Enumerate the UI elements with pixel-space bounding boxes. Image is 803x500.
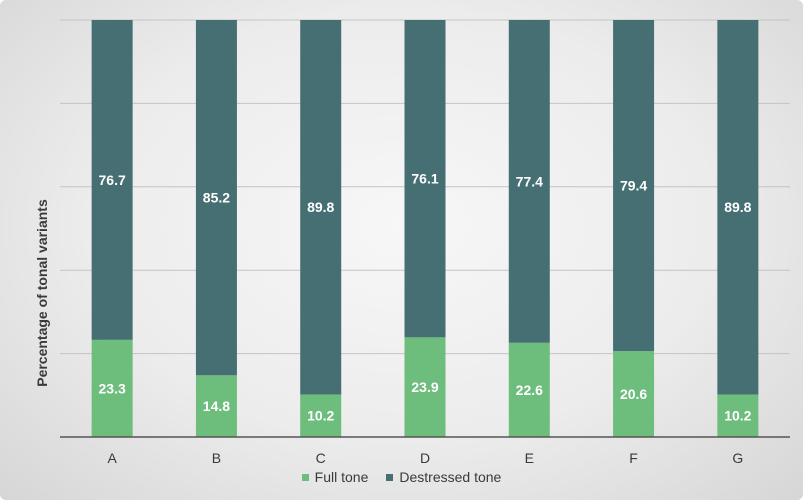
legend-label: Full tone	[314, 469, 369, 485]
bar-D-full-tone	[404, 337, 446, 437]
data-label: 20.6	[620, 386, 647, 402]
data-label: 14.8	[203, 398, 230, 414]
bar-F-full-tone	[613, 351, 655, 437]
legend-item-destressed-tone: Destressed tone	[386, 469, 501, 485]
data-label: 10.2	[724, 408, 751, 424]
x-tick-label: D	[420, 450, 430, 466]
bar-A-full-tone	[91, 339, 133, 437]
data-label: 10.2	[307, 408, 334, 424]
data-label: 79.4	[620, 178, 647, 194]
legend-label: Destressed tone	[399, 469, 502, 485]
x-tick-label: E	[525, 450, 534, 466]
y-axis-label: Percentage of tonal variants	[34, 199, 50, 387]
legend-swatch	[301, 473, 309, 481]
bar-E-destressed-tone	[508, 20, 550, 343]
data-label: 89.8	[307, 199, 334, 215]
bar-G-full-tone	[717, 394, 759, 437]
x-tick-label: G	[732, 450, 743, 466]
bar-B-destressed-tone	[195, 20, 237, 376]
bar-F-destressed-tone	[613, 20, 655, 352]
bar-E-full-tone	[508, 342, 550, 437]
bar-D-destressed-tone	[404, 20, 446, 338]
data-label: 23.9	[411, 379, 438, 395]
x-tick-label: B	[212, 450, 221, 466]
bar-G-destressed-tone	[717, 20, 759, 395]
data-label: 76.7	[99, 172, 126, 188]
bar-B-full-tone	[195, 375, 237, 437]
data-label: 76.1	[411, 171, 438, 187]
x-tick-label: F	[629, 450, 638, 466]
data-label: 77.4	[516, 173, 543, 189]
data-label: 89.8	[724, 199, 751, 215]
data-label: 85.2	[203, 190, 230, 206]
bar-A-destressed-tone	[91, 20, 133, 340]
legend-swatch	[386, 473, 394, 481]
x-tick-label: A	[107, 450, 117, 466]
legend: Full tone Destressed tone	[0, 469, 803, 485]
bar-C-destressed-tone	[300, 20, 342, 395]
bar-C-full-tone	[300, 394, 342, 437]
x-tick-label: C	[316, 450, 326, 466]
legend-item-full-tone: Full tone	[301, 469, 369, 485]
data-label: 22.6	[516, 382, 543, 398]
data-label: 23.3	[99, 380, 126, 396]
